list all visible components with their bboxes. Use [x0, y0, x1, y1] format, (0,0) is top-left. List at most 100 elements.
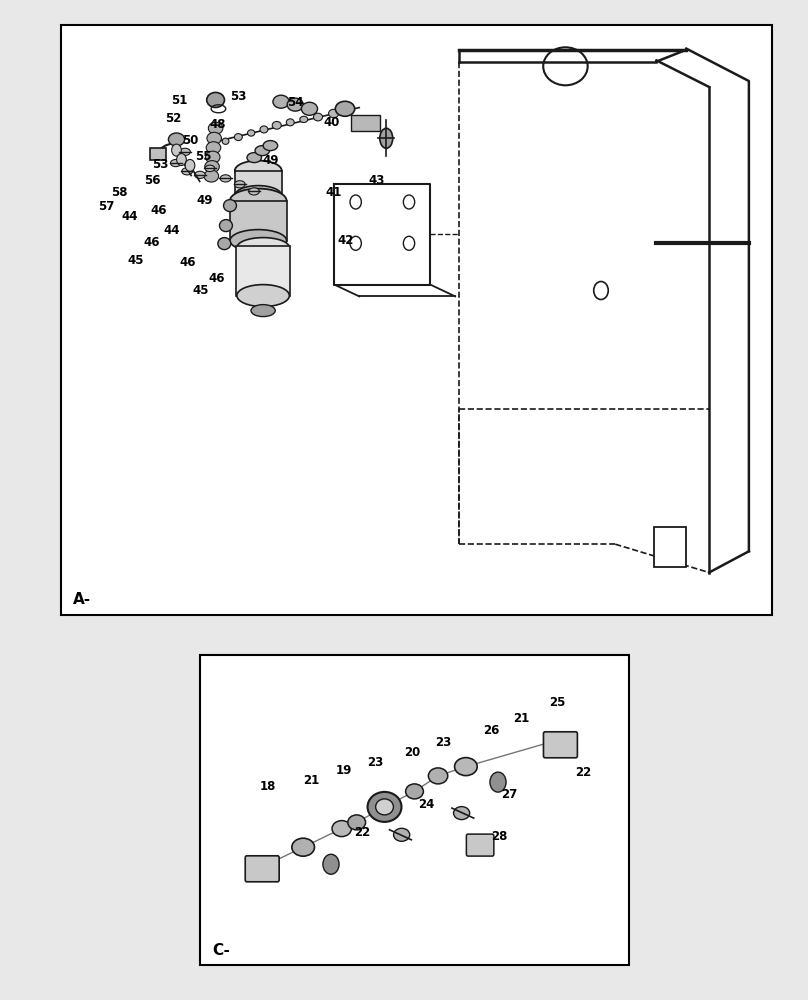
Text: 40: 40: [323, 115, 339, 128]
Ellipse shape: [234, 134, 242, 141]
Circle shape: [490, 772, 506, 792]
Ellipse shape: [182, 168, 192, 175]
Ellipse shape: [205, 165, 215, 172]
Text: 24: 24: [419, 798, 435, 812]
Ellipse shape: [329, 109, 339, 118]
Text: 19: 19: [335, 764, 351, 776]
Ellipse shape: [455, 758, 478, 776]
Ellipse shape: [273, 95, 289, 108]
Ellipse shape: [347, 815, 365, 830]
Text: 51: 51: [171, 94, 187, 106]
Text: 53: 53: [152, 157, 168, 170]
Ellipse shape: [195, 171, 205, 178]
Ellipse shape: [218, 238, 231, 250]
Text: C-: C-: [213, 943, 230, 958]
Text: 27: 27: [501, 788, 517, 802]
Ellipse shape: [247, 130, 255, 136]
Ellipse shape: [237, 285, 289, 307]
Text: 22: 22: [354, 826, 370, 838]
FancyBboxPatch shape: [246, 856, 280, 882]
Ellipse shape: [230, 189, 287, 213]
Text: 44: 44: [121, 211, 137, 224]
Text: 54: 54: [287, 96, 303, 108]
Text: 53: 53: [230, 91, 246, 104]
Ellipse shape: [208, 122, 223, 134]
Ellipse shape: [286, 119, 294, 126]
Ellipse shape: [179, 148, 191, 155]
Bar: [200, 655, 629, 965]
Text: 28: 28: [491, 830, 507, 844]
Bar: [351, 115, 380, 131]
FancyBboxPatch shape: [654, 527, 686, 567]
Ellipse shape: [376, 799, 393, 815]
Ellipse shape: [314, 113, 322, 121]
Text: 44: 44: [163, 224, 179, 236]
Text: 43: 43: [368, 174, 385, 186]
Ellipse shape: [301, 102, 318, 115]
Ellipse shape: [206, 142, 221, 154]
Ellipse shape: [207, 132, 221, 144]
Ellipse shape: [249, 188, 259, 195]
Ellipse shape: [251, 305, 276, 317]
Text: 56: 56: [144, 174, 160, 186]
FancyBboxPatch shape: [466, 834, 494, 856]
Bar: [235, 171, 282, 196]
Ellipse shape: [380, 128, 393, 148]
Ellipse shape: [287, 98, 303, 111]
Text: 25: 25: [549, 696, 566, 708]
Bar: [230, 201, 287, 241]
Ellipse shape: [406, 784, 423, 799]
Ellipse shape: [220, 220, 233, 232]
Text: 46: 46: [208, 271, 225, 284]
Ellipse shape: [368, 792, 402, 822]
Ellipse shape: [255, 146, 270, 156]
Text: 20: 20: [404, 746, 420, 758]
Text: 22: 22: [575, 766, 591, 778]
Text: 58: 58: [112, 186, 128, 198]
Text: 49: 49: [263, 153, 279, 166]
Ellipse shape: [247, 153, 262, 163]
Text: 52: 52: [166, 112, 182, 125]
Circle shape: [185, 159, 195, 171]
Text: 26: 26: [483, 724, 499, 736]
Ellipse shape: [272, 121, 281, 129]
Ellipse shape: [204, 161, 219, 173]
FancyBboxPatch shape: [544, 732, 578, 758]
Ellipse shape: [234, 181, 245, 188]
Text: 41: 41: [326, 186, 342, 198]
Text: 55: 55: [196, 150, 212, 163]
Ellipse shape: [221, 175, 231, 182]
Ellipse shape: [208, 142, 216, 149]
Text: 21: 21: [513, 712, 529, 724]
Ellipse shape: [235, 186, 282, 206]
Text: 23: 23: [435, 736, 451, 748]
Text: 45: 45: [192, 284, 208, 296]
Text: 46: 46: [179, 256, 196, 269]
Text: 21: 21: [303, 774, 319, 786]
Ellipse shape: [393, 828, 410, 841]
Bar: [61, 25, 772, 615]
Circle shape: [323, 854, 339, 874]
Ellipse shape: [332, 821, 351, 837]
Text: 46: 46: [151, 204, 167, 217]
Ellipse shape: [292, 838, 314, 856]
Bar: [237, 246, 290, 296]
Ellipse shape: [224, 200, 237, 212]
Ellipse shape: [204, 170, 219, 182]
Ellipse shape: [168, 133, 184, 146]
Text: 57: 57: [99, 200, 115, 214]
Ellipse shape: [344, 106, 351, 113]
Ellipse shape: [170, 159, 181, 167]
Bar: [150, 148, 166, 160]
Ellipse shape: [237, 238, 289, 258]
Circle shape: [177, 154, 187, 166]
Ellipse shape: [263, 141, 278, 151]
Ellipse shape: [300, 116, 308, 123]
Text: 50: 50: [182, 133, 198, 146]
Ellipse shape: [260, 126, 268, 133]
Text: 23: 23: [368, 756, 384, 768]
Text: 48: 48: [210, 117, 226, 130]
Ellipse shape: [230, 230, 287, 252]
Ellipse shape: [205, 151, 220, 163]
Ellipse shape: [428, 768, 448, 784]
